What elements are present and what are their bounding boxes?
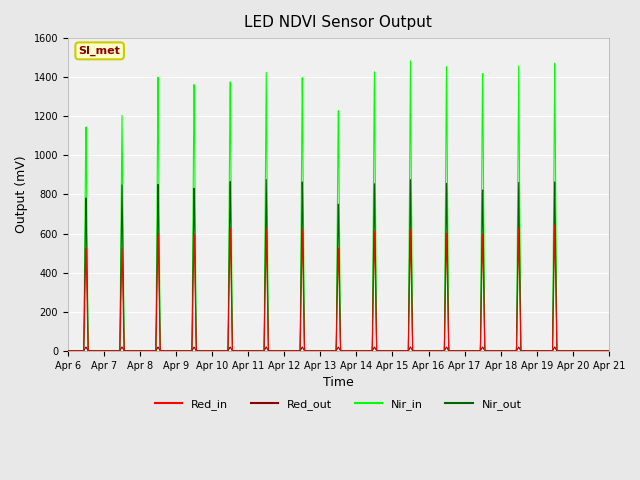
X-axis label: Time: Time	[323, 376, 354, 389]
Text: SI_met: SI_met	[79, 46, 120, 56]
Legend: Red_in, Red_out, Nir_in, Nir_out: Red_in, Red_out, Nir_in, Nir_out	[150, 394, 527, 414]
Y-axis label: Output (mV): Output (mV)	[15, 156, 28, 233]
Title: LED NDVI Sensor Output: LED NDVI Sensor Output	[244, 15, 432, 30]
